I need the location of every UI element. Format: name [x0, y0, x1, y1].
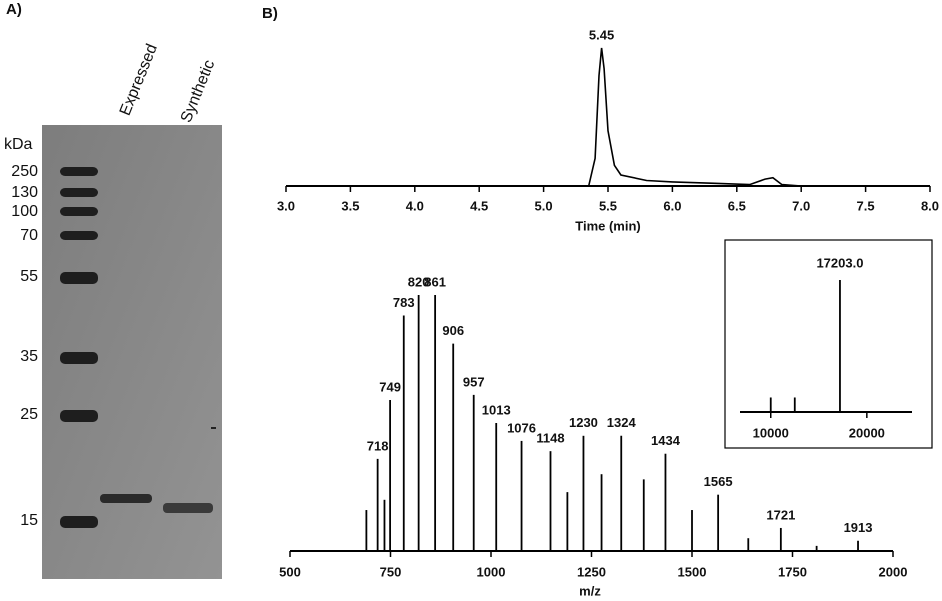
peak-label: 957: [463, 374, 485, 389]
marker-label: 70: [20, 227, 38, 244]
x-tick-label: 7.0: [792, 198, 810, 213]
peak-label: 1721: [766, 507, 795, 522]
x-axis-label: m/z: [579, 583, 601, 598]
gel-band: [100, 494, 152, 503]
peak-label: 1230: [569, 415, 598, 430]
ladder-band: [60, 516, 98, 528]
ladder-band: [60, 272, 98, 284]
panel-label: B): [262, 5, 278, 22]
x-tick-label: 750: [380, 564, 402, 579]
peak-label: 1913: [844, 520, 873, 535]
peak-label: 1148: [536, 431, 564, 446]
marker-label: 15: [20, 512, 38, 529]
peak-label: 783: [393, 295, 415, 310]
lane-label: Expressed: [117, 42, 161, 118]
x-tick-label: 3.5: [341, 198, 359, 213]
x-axis-label: Time (min): [575, 218, 641, 233]
peak-label: 5.45: [589, 27, 614, 42]
peak-label: 906: [442, 323, 464, 338]
x-tick-label: 20000: [849, 425, 885, 440]
x-tick-label: 6.5: [728, 198, 746, 213]
x-tick-label: 7.5: [857, 198, 875, 213]
peak-label: 1324: [607, 415, 637, 430]
x-tick-label: 4.5: [470, 198, 488, 213]
marker-label: 25: [20, 406, 38, 423]
ladder-band: [60, 352, 98, 364]
x-tick-label: 5.5: [599, 198, 617, 213]
ladder-band: [60, 410, 98, 422]
marker-label: 35: [20, 348, 38, 365]
x-tick-label: 6.0: [663, 198, 681, 213]
x-tick-label: 1500: [678, 564, 707, 579]
marker-label: 100: [11, 203, 38, 220]
gel-band: [163, 503, 213, 513]
x-tick-label: 1000: [477, 564, 506, 579]
x-tick-label: 2000: [879, 564, 908, 579]
x-tick-label: 500: [279, 564, 301, 579]
peak-label: 1434: [651, 433, 681, 448]
lane-label: Synthetic: [178, 58, 218, 125]
x-tick-label: 10000: [753, 425, 789, 440]
peak-label: 17203.0: [816, 255, 863, 270]
peak-label: 718: [367, 438, 389, 453]
trace: [286, 47, 930, 187]
marker-label: 250: [11, 163, 38, 180]
gel-speck: [211, 427, 216, 429]
peak-label: 1013: [482, 402, 511, 417]
peak-label: 1076: [507, 420, 536, 435]
panel-label: A): [6, 1, 22, 18]
ladder-band: [60, 231, 98, 240]
x-tick-label: 4.0: [406, 198, 424, 213]
chart: 500 750 1000 1250 1500 1750 2000 m/z 718 749 783 82…: [279, 274, 907, 598]
inset-frame: [724, 239, 933, 449]
chart: 10000 20000 17203.0: [740, 255, 912, 440]
x-tick-label: 8.0: [921, 198, 939, 213]
marker-label: 55: [20, 268, 38, 285]
x-tick-label: 1750: [778, 564, 807, 579]
ladder-band: [60, 167, 98, 176]
chart: 3.0 3.5 4.0 4.5 5.0 5.5 6.0 6.5 7.0 7.5 8.0 Time (m…: [277, 27, 939, 233]
peak-label: 1565: [704, 474, 733, 489]
ladder-band: [60, 207, 98, 216]
peak-label: 749: [379, 379, 401, 394]
peak-label: 861: [424, 274, 446, 289]
ladder-band: [60, 188, 98, 197]
peak-label: 820: [408, 274, 430, 289]
x-tick-label: 3.0: [277, 198, 295, 213]
x-tick-label: 5.0: [535, 198, 553, 213]
gel-unit: kDa: [4, 136, 33, 153]
marker-label: 130: [11, 184, 38, 201]
x-tick-label: 1250: [577, 564, 606, 579]
